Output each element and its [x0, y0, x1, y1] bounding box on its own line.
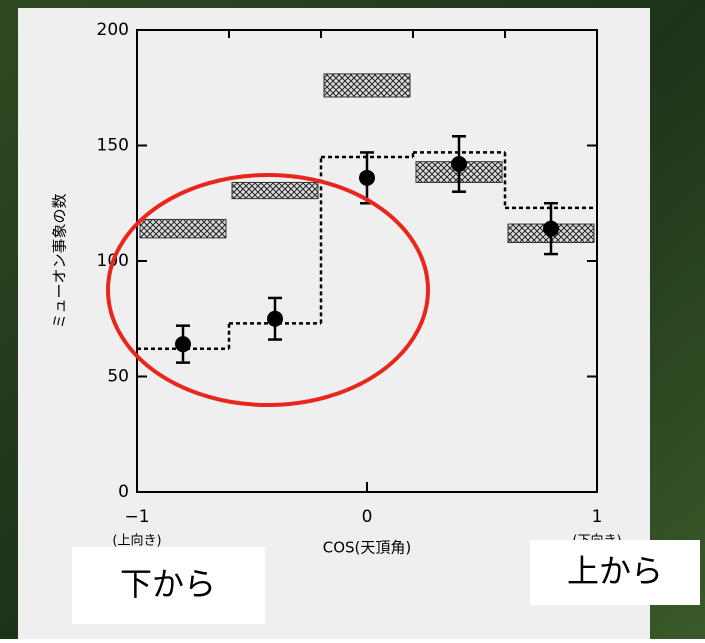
expectation-band	[232, 182, 318, 198]
data-point	[359, 170, 375, 186]
x-tick-label: −1	[124, 507, 149, 527]
y-tick-label: 0	[118, 482, 129, 502]
data-point	[543, 221, 559, 237]
annotation: 上から	[567, 552, 663, 590]
data-point	[267, 311, 283, 327]
x-axis-label: COS(天頂角)	[323, 539, 412, 557]
expectation-band	[324, 74, 410, 97]
expectation-band	[140, 219, 226, 237]
annotation: 下から	[120, 565, 216, 603]
data-point	[175, 336, 191, 352]
x-sublabel: (上向き)	[112, 533, 161, 549]
data-point	[451, 156, 467, 172]
x-tick-label: 0	[362, 507, 373, 527]
y-tick-label: 50	[107, 367, 129, 387]
x-tick-label: 1	[592, 507, 603, 527]
chart: ミューオン事象の数 COS(天頂角) (上向き) (下向き) 下から 上から 0…	[0, 0, 705, 639]
y-tick-label: 150	[97, 136, 129, 156]
y-tick-label: 200	[97, 20, 129, 40]
y-axis-label: ミューオン事象の数	[51, 193, 69, 328]
